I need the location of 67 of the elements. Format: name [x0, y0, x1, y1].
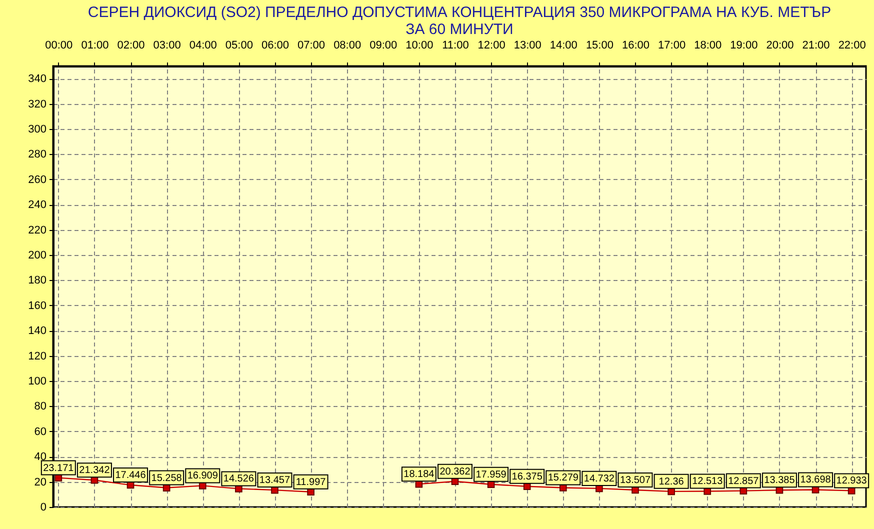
x-tick-label: 22:00	[838, 40, 866, 52]
x-tick-label: 00:00	[45, 40, 73, 52]
x-tick-label: 04:00	[189, 40, 217, 52]
data-label: 12.857	[728, 476, 760, 487]
y-tick-label: 280	[28, 148, 46, 161]
x-tick-label: 12:00	[478, 40, 506, 52]
data-label: 14.732	[584, 473, 615, 484]
y-tick-label: 160	[28, 300, 46, 312]
data-label: 13.457	[259, 475, 290, 486]
point	[198, 482, 206, 490]
x-tick-label: 07:00	[298, 40, 326, 52]
y-tick-label: 240	[28, 199, 46, 212]
x-tick-label: 18:00	[694, 40, 722, 52]
x-tick-label: 20:00	[766, 40, 794, 52]
data-label: 15.258	[151, 472, 182, 484]
y-tick-label: 0	[40, 502, 46, 514]
y-tick-label: 140	[28, 325, 46, 338]
x-tick-label: 15:00	[586, 40, 614, 52]
y-tick-label: 40	[34, 451, 46, 464]
y-tick-label: 200	[28, 250, 46, 262]
y-tick-label: 320	[28, 98, 46, 110]
y-tick-label: 340	[28, 73, 46, 86]
data-label: 13.507	[620, 474, 651, 486]
x-tick-label: 14:00	[550, 40, 578, 52]
x-tick-label: 17:00	[658, 40, 686, 52]
y-tick-label: 120	[28, 350, 46, 362]
y-tick-label: 300	[28, 124, 46, 136]
data-label: 17.959	[476, 469, 507, 480]
x-tick-label: 19:00	[730, 40, 758, 52]
data-label: 23.171	[43, 462, 74, 474]
x-tick-label: 05:00	[225, 40, 253, 52]
x-tick-label: 06:00	[261, 40, 289, 52]
x-tick-label: 03:00	[153, 40, 181, 52]
data-label: 13.385	[764, 475, 796, 486]
x-tick-label: 16:00	[622, 40, 650, 52]
y-tick-label: 100	[28, 376, 46, 388]
data-label: 15.279	[548, 472, 579, 484]
data-label: 12.36	[658, 476, 684, 488]
data-label: 17.446	[115, 470, 146, 482]
x-tick-label: 21:00	[802, 40, 830, 52]
x-tick-label: 02:00	[117, 40, 145, 52]
data-label: 13.698	[800, 474, 832, 486]
data-label: 20.362	[440, 466, 471, 478]
data-label: 11.997	[296, 476, 326, 488]
x-tick-label: 08:00	[334, 40, 362, 52]
x-tick-label: 13:00	[514, 40, 542, 52]
x-tick-label: 01:00	[81, 40, 109, 52]
data-label: 14.526	[223, 474, 254, 485]
x-tick-label: 11:00	[442, 40, 469, 52]
x-tick-label: 09:00	[370, 40, 398, 52]
y-tick-label: 20	[34, 476, 46, 488]
y-tick-label: 180	[28, 274, 46, 287]
data-label: 12.513	[692, 476, 724, 488]
y-tick-label: 260	[28, 174, 46, 186]
chart-title: СЕРЕН ДИОКСИД (SO2) ПРЕДЕЛНО ДОПУСТИМА КОНЦЕНТРАЦИЯ 350 МИКРОГРАМА НА КУБ. МЕТЪР ЗА 60 МИНУТИ	[88, 4, 832, 38]
y-tick-label: 80	[34, 400, 46, 413]
y-tick-label: 60	[34, 426, 46, 438]
x-tick-label: 10:00	[406, 40, 434, 52]
y-tick-label: 220	[28, 224, 46, 236]
data-label: 18.184	[404, 469, 435, 480]
data-label: 12.933	[836, 476, 868, 487]
data-label: 21.342	[79, 465, 110, 476]
point	[559, 484, 567, 492]
point	[704, 488, 712, 495]
data-label: 16.375	[512, 471, 543, 482]
data-label: 16.909	[187, 470, 218, 482]
point	[235, 485, 242, 492]
